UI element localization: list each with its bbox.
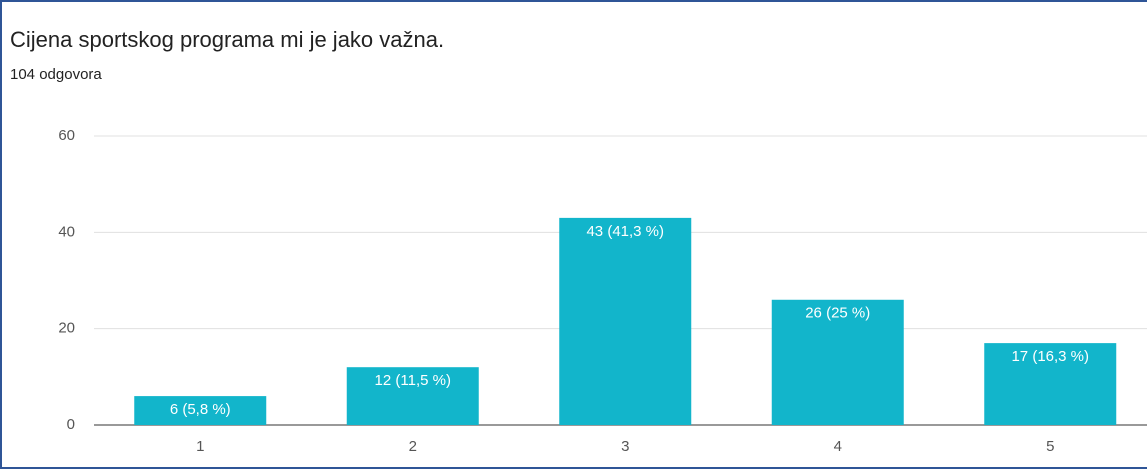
y-tick-label: 40 bbox=[58, 223, 75, 240]
bar bbox=[134, 396, 267, 425]
bar bbox=[984, 343, 1117, 425]
bar bbox=[771, 299, 904, 425]
bar bbox=[559, 217, 692, 425]
x-tick-label: 2 bbox=[409, 438, 417, 455]
chart-title: Cijena sportskog programa mi je jako važ… bbox=[10, 27, 444, 52]
value-label: 12 (11,5 %) bbox=[375, 372, 451, 389]
x-tick-label: 5 bbox=[1046, 438, 1054, 455]
x-tick-label: 4 bbox=[834, 438, 842, 455]
value-label: 17 (16,3 %) bbox=[1011, 348, 1089, 365]
x-tick-label: 3 bbox=[621, 438, 629, 455]
y-tick-label: 0 bbox=[67, 416, 75, 433]
bar bbox=[346, 367, 479, 425]
value-label: 6 (5,8 %) bbox=[170, 401, 231, 418]
y-tick-label: 20 bbox=[58, 320, 75, 337]
chart-subtitle: 104 odgovora bbox=[10, 66, 102, 83]
value-label: 43 (41,3 %) bbox=[586, 223, 664, 240]
y-tick-label: 60 bbox=[58, 127, 75, 144]
x-tick-label: 1 bbox=[196, 438, 204, 455]
value-label: 26 (25 %) bbox=[805, 305, 870, 322]
